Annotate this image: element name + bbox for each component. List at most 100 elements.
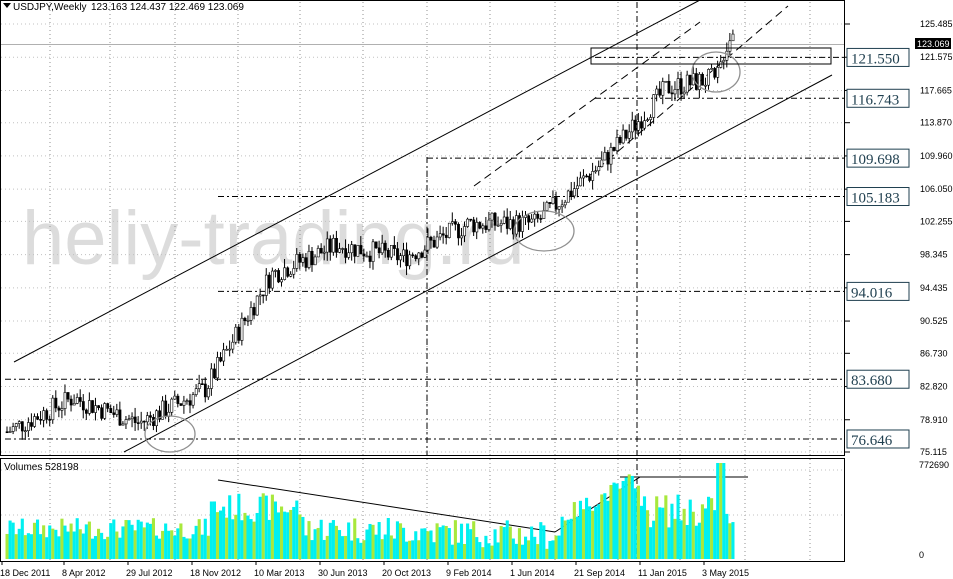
volume-bar — [435, 523, 439, 559]
volume-bar — [145, 522, 149, 559]
volume-bar — [246, 515, 250, 559]
candle-body — [457, 223, 460, 239]
volume-bar — [420, 528, 424, 559]
volume-bar — [179, 523, 183, 559]
candle-body — [328, 238, 332, 253]
volume-bar — [508, 526, 512, 559]
volume-bar — [14, 534, 18, 559]
volume-bar — [505, 520, 509, 559]
candle-body — [353, 244, 357, 257]
candle-body — [91, 400, 94, 413]
volume-bar — [597, 504, 601, 559]
volume-bar — [316, 527, 320, 559]
candle-body — [5, 431, 9, 434]
candle-body — [658, 88, 662, 96]
volume-bar — [240, 520, 244, 559]
volume-bar — [527, 540, 531, 559]
volume-bar — [618, 488, 622, 559]
volume-bar — [697, 522, 701, 559]
volume-bar — [93, 536, 98, 559]
volume-bar — [691, 511, 695, 559]
volume-bar — [603, 493, 607, 559]
candle-body — [136, 422, 140, 424]
candle-body — [335, 238, 338, 253]
volume-label: Volumes 528198 — [4, 462, 79, 473]
highlight-ellipse — [691, 51, 741, 93]
level-box-label: 109.698 — [851, 152, 900, 168]
volume-bar — [542, 525, 546, 559]
volume-bar — [331, 520, 335, 559]
volume-bar — [69, 523, 73, 559]
volume-bar — [557, 535, 561, 559]
volume-bar — [234, 514, 238, 559]
volume-bar — [258, 496, 262, 559]
candle-body — [371, 241, 375, 262]
candle-body — [170, 398, 174, 413]
level-box — [846, 369, 910, 389]
candle-body — [606, 152, 610, 165]
price-tick-label: 98.345 — [920, 250, 948, 260]
candle-body — [252, 307, 256, 316]
candle-body — [472, 219, 476, 233]
candle-body — [133, 416, 137, 423]
volume-bar — [487, 543, 491, 559]
volume-bar — [499, 526, 503, 559]
volume-bar — [298, 514, 302, 559]
volume-bar — [585, 497, 589, 559]
price-tick-label: 125.485 — [920, 19, 953, 29]
candle-body — [521, 217, 524, 232]
volume-bar — [514, 543, 518, 559]
volume-bar — [728, 523, 732, 559]
volume-bar — [319, 519, 323, 559]
volume-bar — [642, 496, 647, 559]
volume-bar — [716, 463, 720, 559]
volume-bar — [322, 539, 326, 559]
volume-bar — [261, 493, 265, 559]
volume-bar — [78, 529, 82, 559]
candle-body — [450, 221, 454, 224]
candle-body — [78, 397, 82, 402]
time-tick-label: 8 Apr 2012 — [62, 568, 106, 578]
candle-body — [8, 431, 12, 433]
candle-body — [51, 397, 55, 421]
volume-bar — [206, 535, 210, 559]
price-tick-label: 75.115 — [920, 447, 947, 457]
volume-bar — [395, 521, 399, 559]
volume-bar — [100, 532, 104, 559]
price-tick-label: 94.435 — [920, 283, 948, 293]
volume-bar — [594, 506, 598, 559]
volume-bar — [441, 525, 445, 559]
time-tick-label: 18 Dec 2011 — [0, 568, 50, 578]
volume-bar — [334, 525, 338, 559]
volume-bar — [313, 529, 317, 559]
candle-body — [295, 254, 299, 269]
candle-body — [149, 415, 152, 418]
candle-body — [246, 319, 250, 322]
chart-menu-icon[interactable] — [3, 3, 11, 8]
price-tick-label: 78.910 — [920, 415, 948, 425]
volume-bar — [624, 477, 628, 559]
volume-bar — [377, 522, 381, 559]
candle-body — [664, 80, 668, 83]
candle-body — [301, 257, 305, 263]
candle-body — [545, 202, 549, 211]
candle-body — [225, 348, 229, 351]
candle-body — [707, 69, 711, 86]
candle-body — [530, 218, 534, 223]
candle-body — [676, 78, 680, 90]
volume-bar — [276, 512, 281, 559]
volume-bar — [664, 495, 668, 559]
volume-bar — [200, 534, 204, 559]
current-price-text: 123.069 — [917, 39, 950, 49]
volume-bar — [621, 481, 625, 559]
candle-body — [600, 159, 604, 167]
volume-bar — [362, 540, 366, 559]
candle-body — [255, 295, 259, 316]
price-tick-label: 90.525 — [920, 316, 948, 326]
channel-line-upper — [13, 0, 701, 363]
candle-body — [649, 117, 653, 120]
volume-bar — [636, 485, 640, 559]
candle-body — [652, 94, 656, 118]
volume-bar — [176, 528, 180, 559]
